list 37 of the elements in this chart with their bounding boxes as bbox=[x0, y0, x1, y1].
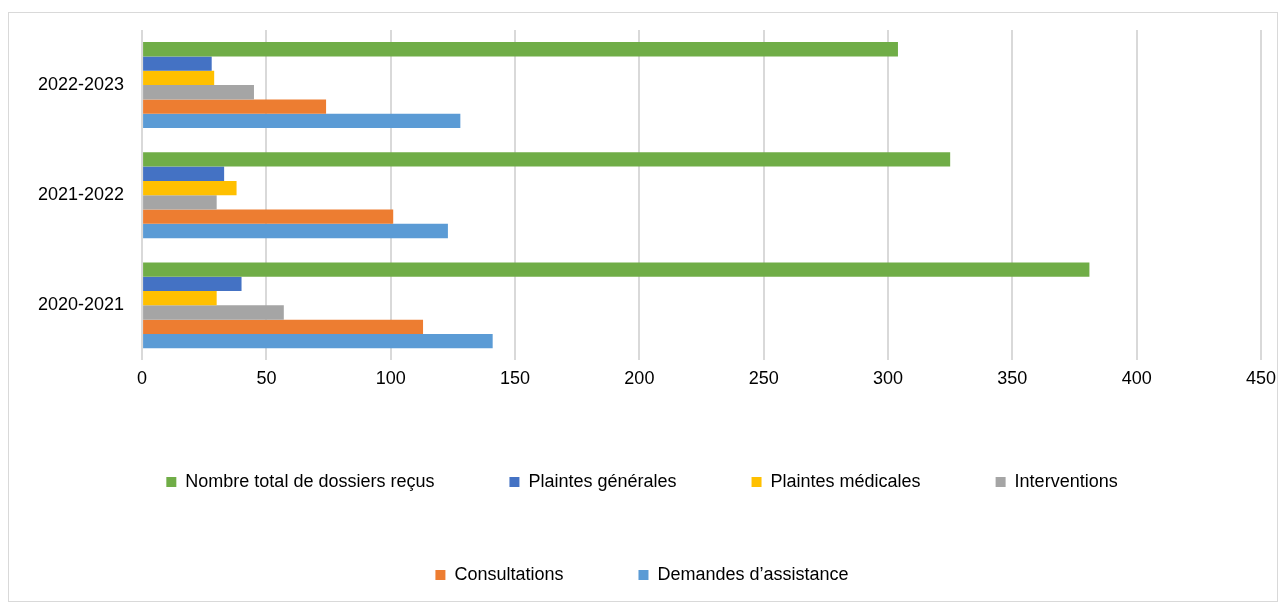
y-tick-label: 2020-2021 bbox=[37, 294, 125, 315]
bar bbox=[143, 70, 215, 86]
x-tick-label: 100 bbox=[375, 368, 406, 389]
bar bbox=[143, 99, 327, 114]
bar bbox=[143, 291, 217, 306]
x-tick-label: 150 bbox=[500, 368, 531, 389]
x-tick-label: 400 bbox=[1121, 368, 1152, 389]
x-tick-label: 300 bbox=[872, 368, 904, 389]
x-tick-label: 250 bbox=[748, 368, 779, 389]
legend-label: Plaintes générales bbox=[528, 470, 677, 491]
legend-label: Interventions bbox=[1014, 470, 1118, 491]
bar bbox=[143, 319, 424, 334]
x-tick-label: 0 bbox=[137, 368, 148, 389]
x-tick-label: 350 bbox=[997, 368, 1028, 389]
bar bbox=[143, 180, 237, 196]
bar bbox=[143, 195, 217, 210]
bar bbox=[143, 276, 242, 292]
x-tick-label: 50 bbox=[256, 368, 277, 389]
bar bbox=[143, 262, 1090, 277]
bar bbox=[143, 223, 448, 239]
bar bbox=[143, 113, 461, 129]
legend-label: Consultations bbox=[454, 563, 564, 584]
x-tick-label: 450 bbox=[1245, 368, 1277, 389]
bar bbox=[143, 333, 493, 349]
bar bbox=[143, 152, 951, 167]
y-tick-label: 2021-2022 bbox=[37, 184, 125, 205]
bar bbox=[143, 42, 898, 57]
bar bbox=[143, 209, 394, 224]
legend-label: Nombre total de dossiers reçus bbox=[185, 470, 435, 491]
bar bbox=[143, 85, 254, 100]
x-tick-label: 200 bbox=[624, 368, 655, 389]
bar bbox=[143, 305, 284, 320]
bar bbox=[143, 56, 212, 71]
bar bbox=[143, 166, 225, 181]
y-tick-label: 2022-2023 bbox=[37, 74, 125, 95]
legend-label: Plaintes médicales bbox=[770, 470, 921, 491]
legend-label: Demandes d’assistance bbox=[657, 563, 849, 584]
